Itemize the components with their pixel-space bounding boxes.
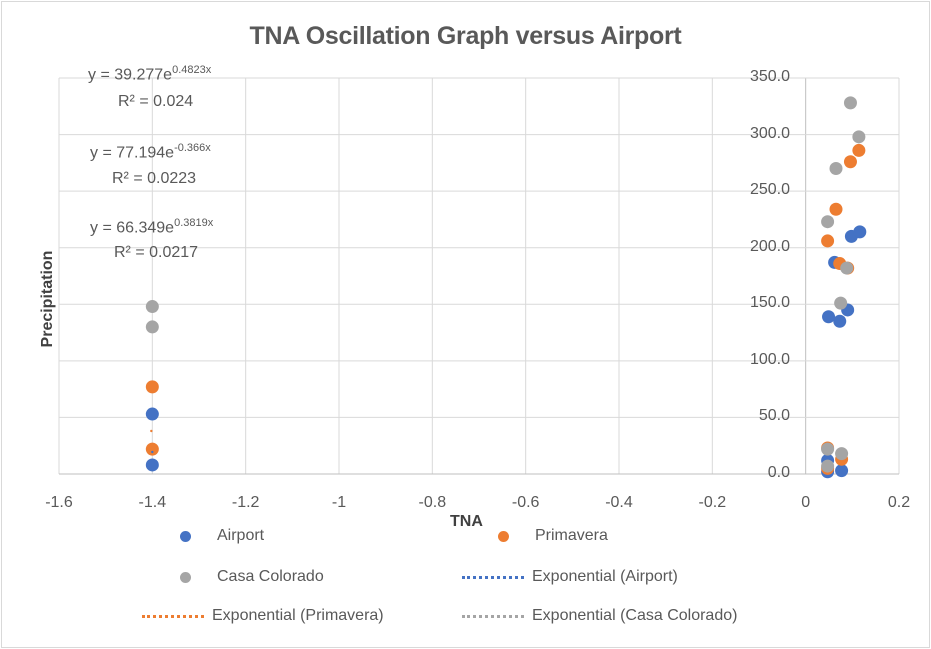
x-tick-label: 0 [801,494,811,511]
trendline-r2-airport: R² = 0.024 [118,93,194,110]
y-tick-label: 100.0 [749,350,790,368]
legend-item-primavera[interactable]: Primavera [498,527,608,545]
legend-item-exp-primavera[interactable]: Exponential (Primavera) [142,607,384,625]
legend-item-casa-colorado[interactable]: Casa Colorado [180,568,324,586]
y-tick-label: 250.0 [749,181,790,199]
legend-marker-airport [180,530,191,542]
point-primavera [821,234,835,248]
chart-title: TNA Oscillation Graph versus Airport [249,22,682,50]
point-primavera [145,380,159,394]
x-tick-label: 0.2 [887,494,911,511]
point-airport [145,458,159,472]
legend-label-exp-casa-colorado: Exponential (Casa Colorado) [532,607,738,624]
point-casa-colorado [852,130,866,144]
trendline-r2-primavera: R² = 0.0223 [112,170,197,187]
legend-label-exp-primavera: Exponential (Primavera) [212,607,384,624]
legend-label-airport: Airport [217,527,265,544]
x-tick-label: -1 [331,494,347,511]
trendline-mark-airport [151,450,154,454]
point-primavera [852,143,866,157]
legend-marker-exp-primavera [142,614,204,618]
point-primavera [829,202,843,216]
trendline-r2-casa-colorado: R² = 0.0217 [114,244,199,261]
trendline-equation-casa-colorado: y = 66.349e0.3819x [90,217,214,237]
legend-marker-exp-casa-colorado [462,614,524,618]
legend-label-casa-colorado: Casa Colorado [217,568,324,585]
x-tick-label: -0.8 [418,494,447,511]
point-casa-colorado [821,215,835,229]
y-tick-label: 0.0 [767,464,790,481]
y-tick-label: 300.0 [749,124,790,142]
point-primavera [145,442,159,456]
y-axis-label: Precipitation [39,250,56,348]
legend-label-primavera: Primavera [535,527,608,544]
x-axis-label: TNA [450,513,483,530]
y-tick-label: 150.0 [749,294,790,312]
legend-marker-casa-colorado [180,571,191,583]
x-tick-label: -0.6 [511,494,540,511]
point-primavera [843,155,857,169]
point-casa-colorado [821,442,835,456]
point-airport [853,225,867,239]
point-casa-colorado [145,300,159,314]
legend-item-exp-airport[interactable]: Exponential (Airport) [462,568,678,586]
point-casa-colorado [834,296,848,310]
point-casa-colorado [835,447,849,461]
legend-item-exp-casa-colorado[interactable]: Exponential (Casa Colorado) [462,607,737,625]
x-tick-label: -0.2 [698,494,727,511]
y-tick-label: 350.0 [749,68,790,85]
trendline-mark-primavera [150,429,153,433]
gridlines [58,77,900,475]
point-airport [822,310,836,324]
point-casa-colorado [145,320,159,334]
point-casa-colorado [843,96,857,110]
point-casa-colorado [840,261,854,275]
y-tick-label: 50.0 [758,407,790,425]
trendline-0 [152,427,857,451]
x-tick-label: -0.4 [605,494,633,511]
point-casa-colorado [829,162,843,176]
legend-marker-exp-airport [462,575,524,579]
legend-label-exp-airport: Exponential (Airport) [532,568,678,585]
x-tick-label: -1.6 [45,494,73,511]
y-tick-label: 200.0 [749,237,790,255]
point-airport [835,464,849,478]
legend-marker-primavera [498,530,509,542]
trendline-equation-airport: y = 39.277e0.4823x [88,64,212,84]
trendline-equation-primavera: y = 77.194e-0.366x [90,142,211,162]
trendlines [152,328,857,451]
trendline-2 [152,396,857,430]
point-airport [145,407,159,421]
point-airport [833,314,847,328]
data-points [145,96,867,479]
point-casa-colorado [821,459,835,473]
x-tick-label: -1.2 [231,494,260,511]
x-tick-label: -1.4 [138,494,167,511]
legend-item-airport[interactable]: Airport [180,527,264,545]
